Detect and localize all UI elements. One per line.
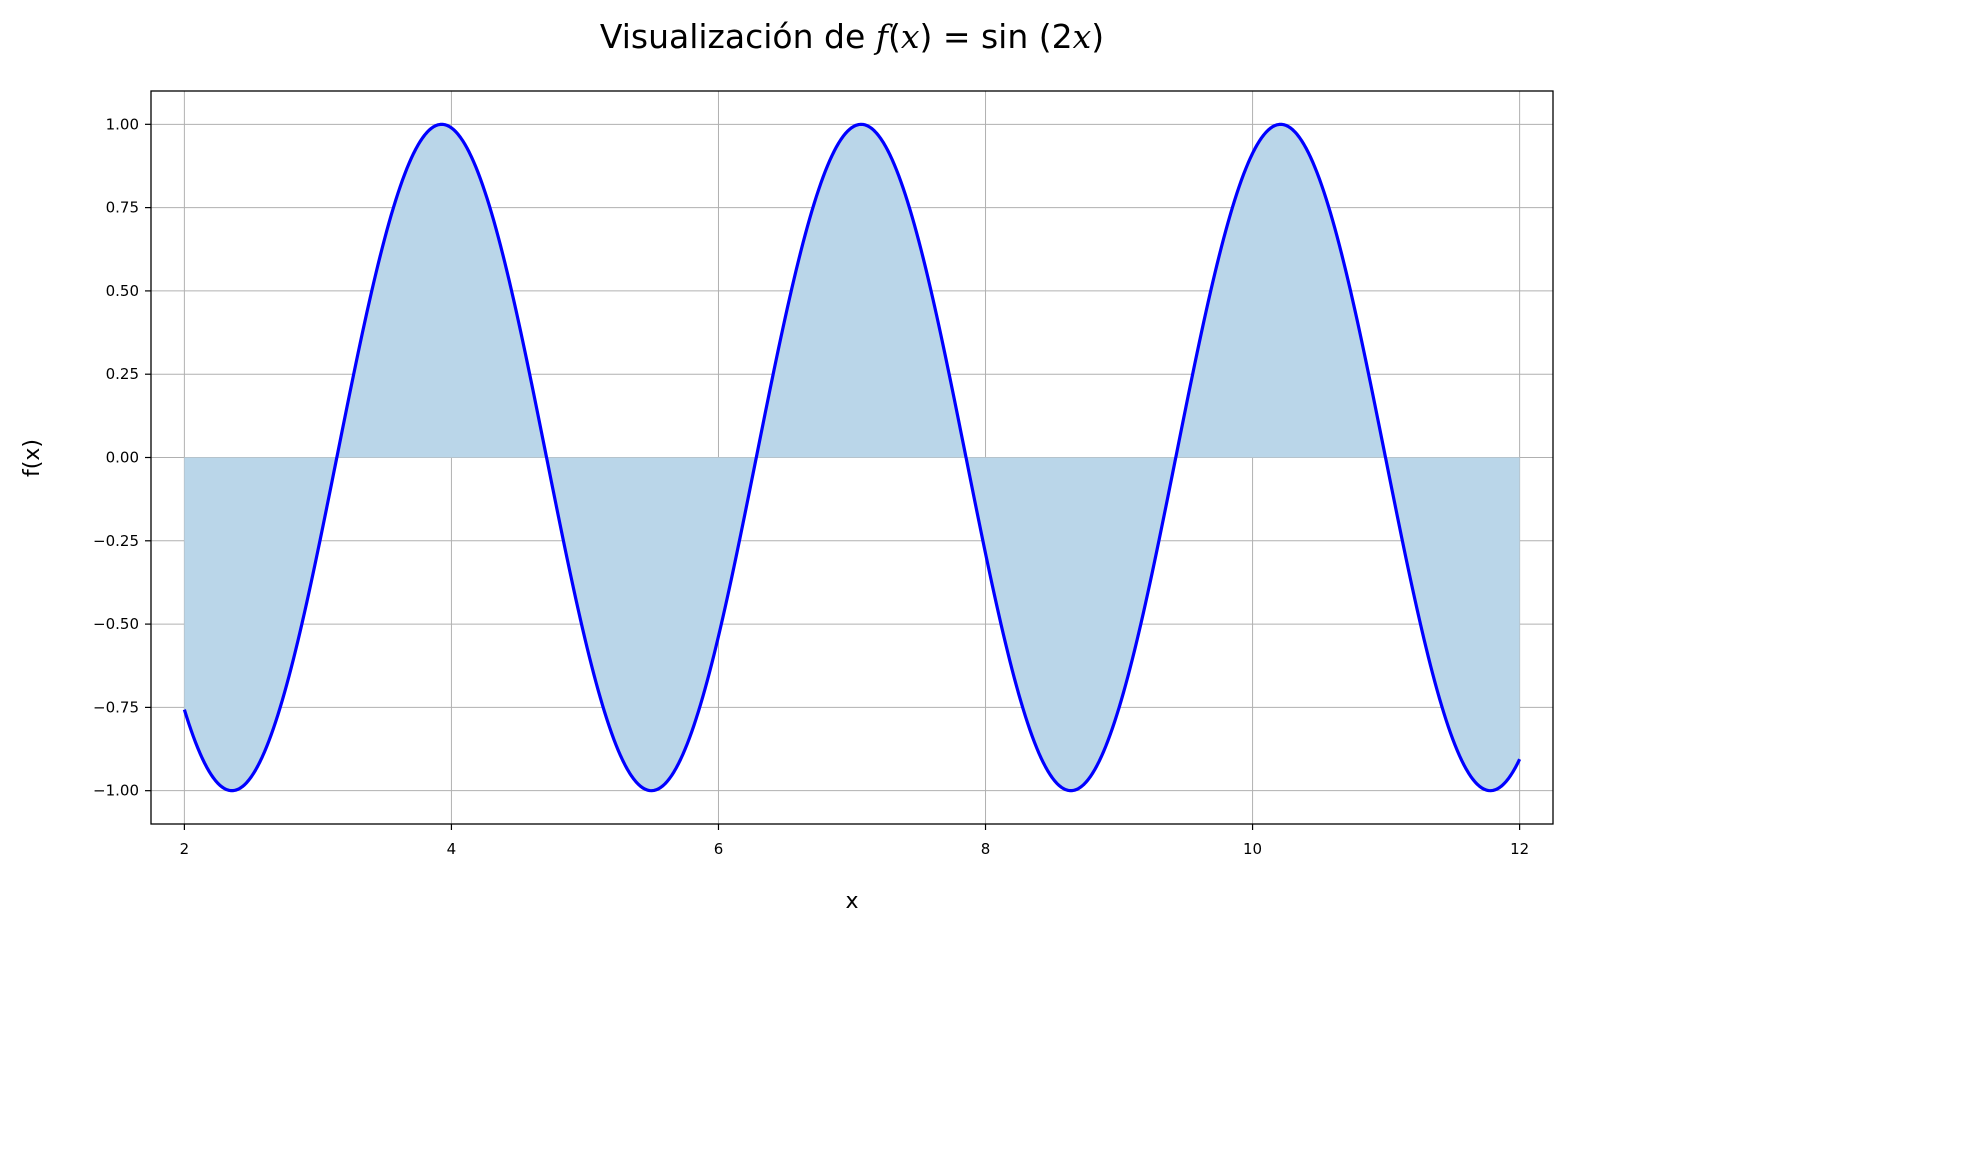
chart-title: Visualización de f(x) = sin (2x) xyxy=(600,17,1104,56)
title-formula-open: ( xyxy=(888,17,901,56)
y-tick-label-3: −0.25 xyxy=(93,532,139,550)
x-tick-label-2: 6 xyxy=(714,840,724,858)
y-tick-label-6: 0.50 xyxy=(106,282,139,300)
x-tick-label-5: 12 xyxy=(1510,840,1529,858)
y-tick-label-7: 0.75 xyxy=(106,199,139,217)
plot-area: 2 4 6 8 10 12 −1.00 −0.75 −0.50 −0.25 0.00 0.25 0.50… xyxy=(93,90,1554,858)
series-line-sin2x xyxy=(182,122,1522,793)
y-tick-label-0: −1.00 xyxy=(93,782,139,800)
x-tick-label-4: 10 xyxy=(1243,840,1262,858)
area-fill xyxy=(184,124,1520,791)
title-formula-close: ) xyxy=(919,17,932,56)
y-tick-label-5: 0.25 xyxy=(106,365,139,383)
y-tick-label-2: −0.50 xyxy=(93,615,139,633)
y-axis-label: f(x) xyxy=(20,439,45,477)
title-formula-end: ) xyxy=(1091,17,1104,56)
x-axis-label: x xyxy=(845,889,858,914)
x-tick-label-3: 8 xyxy=(981,840,991,858)
y-tick-label-4: 0.00 xyxy=(106,449,139,467)
title-formula-x2: x xyxy=(1073,17,1092,56)
x-tick-label-1: 4 xyxy=(447,840,457,858)
title-formula-eq: = sin (2 xyxy=(932,17,1072,56)
y-tick-label-8: 1.00 xyxy=(106,115,139,133)
y-tick-label-1: −0.75 xyxy=(93,698,139,716)
title-formula-x: x xyxy=(901,17,920,56)
title-prefix: Visualización de xyxy=(600,17,876,56)
x-tick-label-0: 2 xyxy=(180,840,190,858)
chart-svg: Visualización de f(x) = sin (2x) 2 4 6 8 10 1… xyxy=(20,17,1554,914)
